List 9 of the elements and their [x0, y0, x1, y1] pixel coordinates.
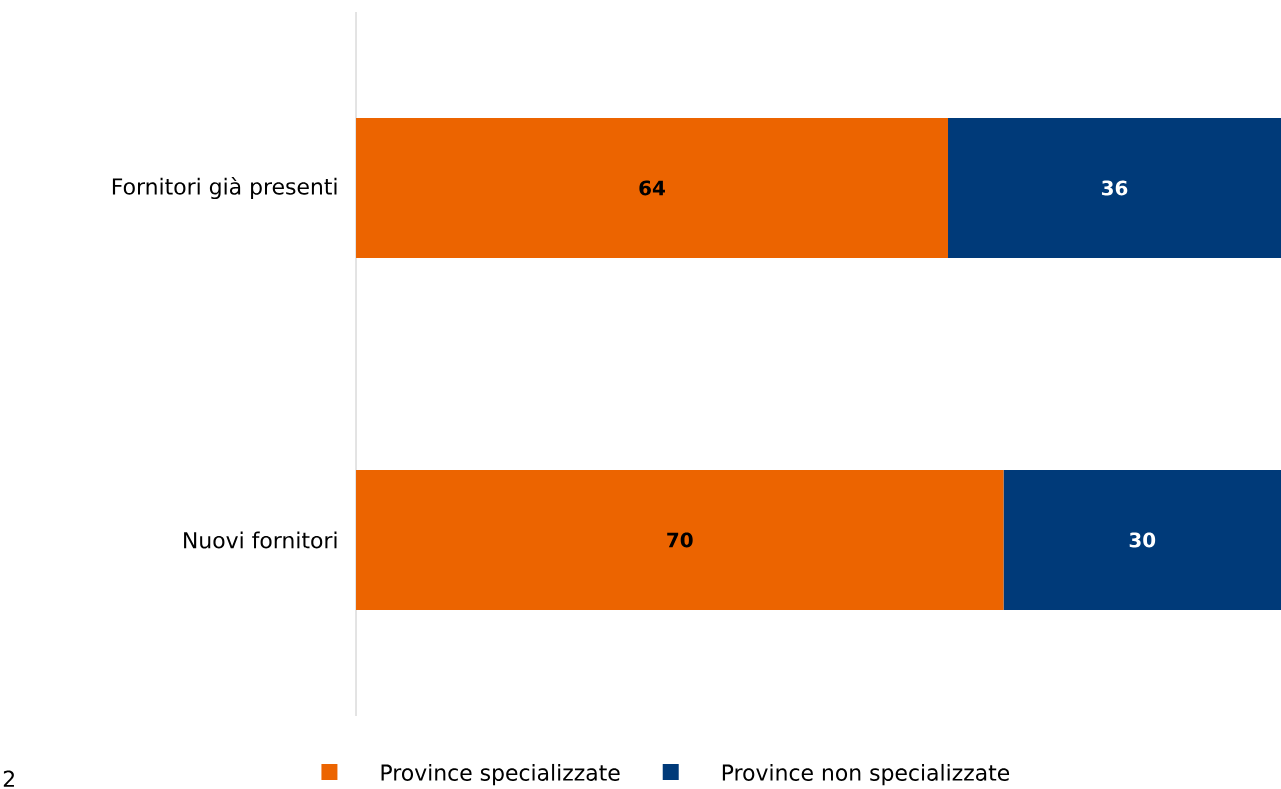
text: 2 [3, 770, 14, 787]
legend-label: Province non specializzate [722, 763, 1010, 786]
data-label: 30 [1129, 532, 1156, 548]
y-tick-label: Fornitori già presenti [112, 176, 337, 200]
legend-label: Province specializzate [381, 763, 620, 786]
data-label: 70 [667, 532, 693, 548]
data-label: 64 [639, 180, 665, 196]
data-label: 36 [1101, 180, 1128, 196]
y-tick-label: Nuovi fornitori [184, 531, 337, 549]
